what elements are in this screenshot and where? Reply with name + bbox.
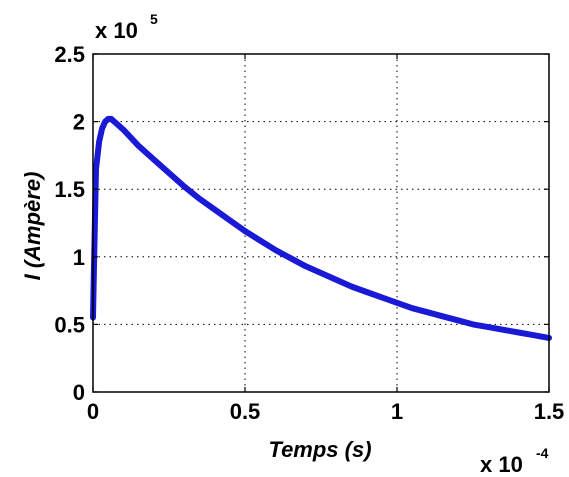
series-line bbox=[90, 115, 552, 341]
tick-labels: 0 0.5 1 1.5 0 0.5 1 1.5 2 2.5 bbox=[54, 42, 564, 424]
x-tick-label: 0.5 bbox=[230, 399, 261, 424]
x-tick-label: 1 bbox=[391, 399, 403, 424]
y-multiplier-base: x 10 bbox=[95, 18, 138, 43]
y-tick-label: 2.5 bbox=[54, 42, 85, 67]
plot-background bbox=[93, 54, 549, 392]
y-tick-label: 1.5 bbox=[54, 177, 85, 202]
y-tick-label: 0.5 bbox=[54, 312, 85, 337]
axis-ticks bbox=[92, 53, 550, 393]
y-multiplier-exponent: 5 bbox=[150, 11, 158, 27]
x-axis-label: Temps (s) bbox=[268, 437, 371, 462]
y-tick-label: 0 bbox=[73, 380, 85, 405]
x-multiplier-exponent: -4 bbox=[536, 445, 549, 461]
x-multiplier-base: x 10 bbox=[480, 452, 523, 477]
y-axis-label: I (Ampère) bbox=[20, 172, 45, 281]
data-series bbox=[90, 115, 552, 341]
x-tick-label: 1.5 bbox=[534, 399, 565, 424]
x-tick-label: 0 bbox=[87, 399, 99, 424]
y-tick-label: 1 bbox=[73, 245, 85, 270]
y-tick-label: 2 bbox=[73, 110, 85, 135]
plot-frame bbox=[92, 53, 550, 393]
